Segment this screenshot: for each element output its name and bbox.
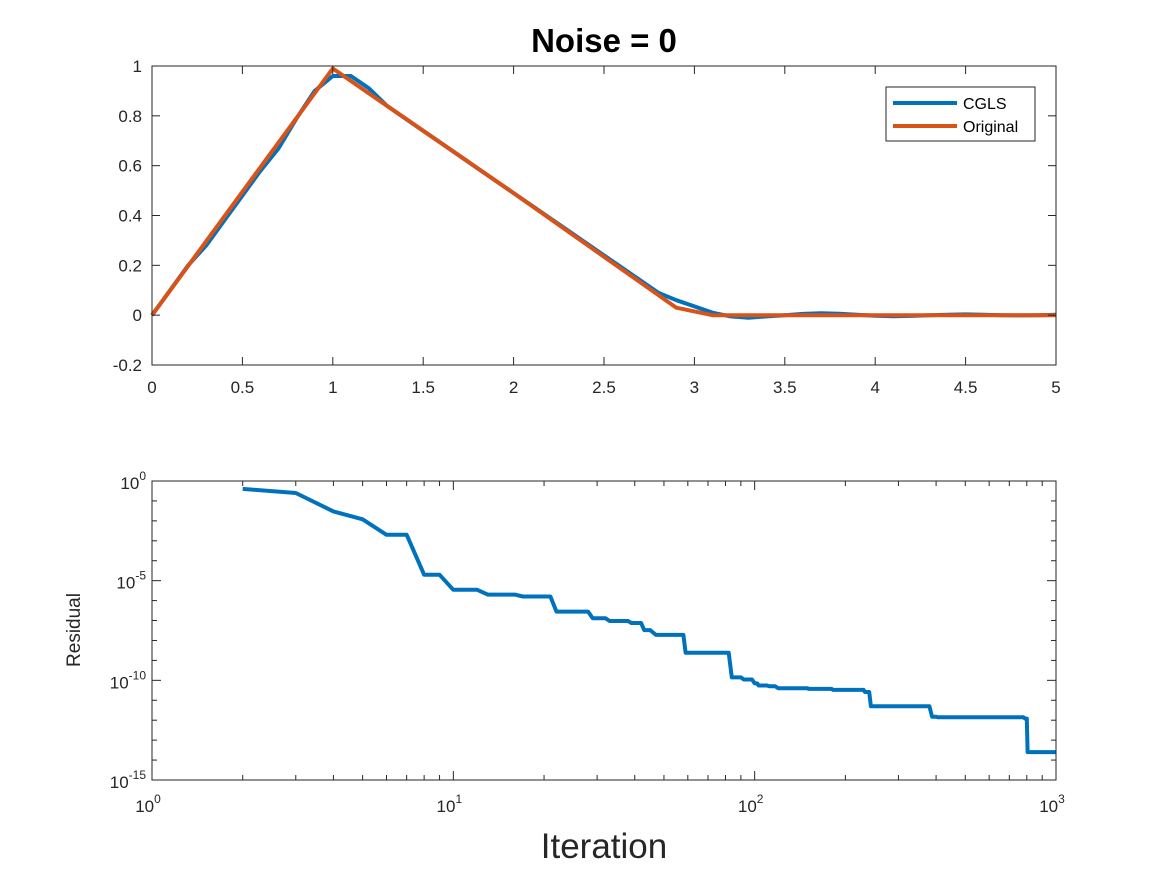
top-x-tick-label: 2.5 <box>592 378 616 397</box>
legend-box <box>885 86 1036 142</box>
bottom-x-tick-label: 101 <box>437 792 463 816</box>
x-axis-label: Iteration <box>541 827 667 866</box>
legend: CGLS Original <box>885 86 1036 142</box>
bottom-y-tick-label: 10-15 <box>110 768 147 792</box>
bottom-x-tick-label: 103 <box>1039 792 1065 816</box>
legend-label-original: Original <box>963 119 1018 136</box>
top-y-tick-label: 0.8 <box>118 107 142 126</box>
bottom-x-tick-label: 100 <box>135 792 161 816</box>
y-axis-label: Residual <box>64 593 85 667</box>
top-axes-box <box>151 65 1057 366</box>
top-plot-area <box>150 66 1057 320</box>
bottom-y-tick-label: 100 <box>120 469 146 493</box>
top-x-tick-label: 5 <box>1051 378 1060 397</box>
legend-label-cgls: CGLS <box>963 96 1007 113</box>
top-y-tick-label: 0.6 <box>118 157 142 176</box>
top-x-tick-label: 3.5 <box>773 378 797 397</box>
top-x-tick-label: 3 <box>690 378 699 397</box>
bottom-plot-area <box>242 486 1056 755</box>
bottom-y-tick-label: 10-5 <box>116 569 146 593</box>
top-y-tick-label: -0.2 <box>113 356 142 375</box>
top-x-tick-label: 1.5 <box>411 378 435 397</box>
series-line-residual <box>242 486 1056 755</box>
top-x-tick-label: 1 <box>328 378 337 397</box>
top-x-tick-label: 0.5 <box>231 378 255 397</box>
top-y-tick-label: 0 <box>133 306 142 325</box>
top-y-tick-label: 0.4 <box>118 207 142 226</box>
bottom-axes-box <box>151 480 1057 781</box>
top-x-tick-label: 4.5 <box>954 378 978 397</box>
bottom-y-tick-label: 10-10 <box>110 668 147 692</box>
top-x-tick-label: 4 <box>870 378 879 397</box>
top-axis-ticks: 0 0.5 1 1.5 2 2.5 3 3.5 4 4.5 5 -0.2 0 0.2 0.4 0.6 0.8 1 <box>113 57 1061 397</box>
top-y-tick-label: 0.2 <box>118 256 142 275</box>
bottom-axis-ticks: 100 101 102 103 100 10-5 10-10 10-15 <box>110 469 1065 816</box>
top-axes: Noise = 0 0 0.5 1 1.5 2 2.5 3 3.5 4 4.5 5-0.200.20… <box>113 22 1061 397</box>
top-y-tick-label: 1 <box>133 57 142 76</box>
top-x-tick-label: 0 <box>147 378 156 397</box>
top-x-tick-label: 2 <box>509 378 518 397</box>
top-chart-title: Noise = 0 <box>531 22 677 59</box>
series-line-original <box>150 66 1056 318</box>
bottom-x-tick-label: 102 <box>738 792 764 816</box>
